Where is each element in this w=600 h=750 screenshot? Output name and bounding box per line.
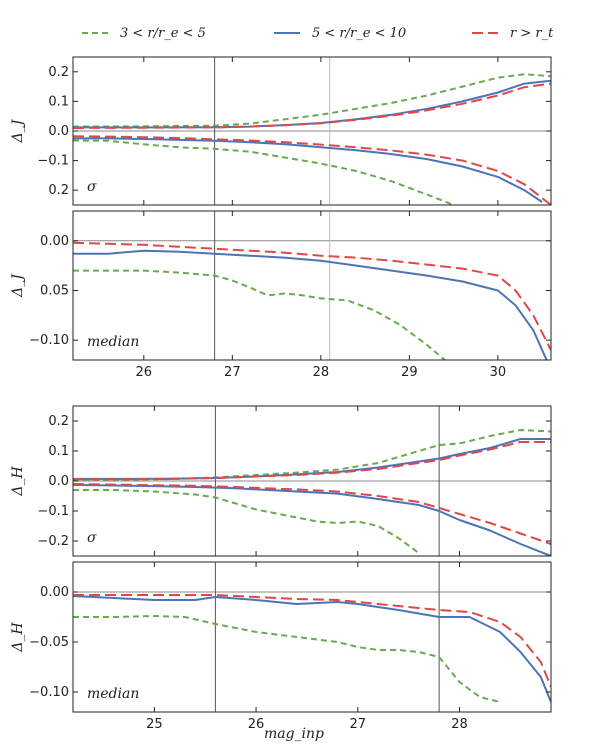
xtick-label: 26 (248, 717, 265, 732)
series-line-blue (73, 483, 551, 556)
panel-frame (72, 561, 552, 713)
ytick-label: −0.10 (29, 685, 69, 700)
xtick-label: 27 (224, 365, 241, 380)
series-line-red (73, 483, 551, 545)
panel-note: σ (87, 530, 97, 546)
ytick-label: 0.2 (48, 414, 69, 429)
ytick-label: −0.2 (37, 534, 69, 549)
series-line-blue (73, 137, 543, 203)
ytick-label: 0.0 (48, 124, 69, 139)
series-group (73, 429, 551, 556)
legend-label: 3 < r/r_e < 5 (120, 26, 206, 41)
xtick-label: 26 (136, 365, 153, 380)
series-line-green (73, 269, 446, 360)
ytick-label: −0.1 (37, 154, 69, 169)
legend: 3 < r/r_e < 5 5 < r/r_e < 10 r > r_t (82, 26, 554, 41)
panel-note: median (87, 334, 139, 350)
panel-bottom-sigma: 0.2 0.1 0.0 −0.1 −0.2 Δ_H σ (10, 405, 552, 557)
series-line-green (73, 139, 454, 205)
ytick-label: −0.05 (29, 635, 69, 650)
series-group (73, 241, 551, 360)
ytick-label: 0.2 (48, 65, 69, 80)
panel-frame (72, 210, 552, 361)
ytick-label: 0.00 (40, 234, 69, 249)
xtick-label: 25 (146, 717, 163, 732)
series-line-red (73, 594, 551, 688)
ytick-label: 0.05 (40, 283, 69, 298)
ytick-label: −0.10 (29, 333, 69, 348)
panel-top-sigma: 0.2 0.1 0.0 −0.1 0.2 Δ_J σ (10, 56, 552, 206)
series-line-blue (73, 79, 551, 129)
series-line-red (73, 82, 551, 129)
series-group (73, 594, 551, 703)
legend-item: 3 < r/r_e < 5 (82, 26, 206, 41)
xtick-label: 29 (401, 365, 418, 380)
legend-label: 5 < r/r_e < 10 (312, 26, 406, 41)
legend-item: r > r_t (472, 26, 554, 41)
series-line-green (73, 429, 551, 481)
series-line-red (73, 135, 551, 205)
ytick-label: 0.1 (48, 444, 69, 459)
xtick-label: 30 (490, 365, 507, 380)
ylabel: Δ_H (10, 466, 26, 497)
series-line-blue (73, 438, 551, 480)
ytick-label: 0.1 (48, 94, 69, 109)
ytick-label: 0.00 (40, 585, 69, 600)
legend-label: r > r_t (510, 26, 554, 41)
series-line-green (73, 73, 551, 128)
panel-note: median (87, 686, 139, 702)
ytick-label: −0.1 (37, 504, 69, 519)
xlabel: mag_inp (264, 726, 324, 742)
ylabel: Δ_H (10, 622, 26, 653)
panel-note: σ (87, 179, 97, 195)
ylabel: Δ_J (10, 118, 26, 143)
xtick-label: 28 (313, 365, 330, 380)
series-line-green (73, 615, 501, 703)
ylabel: Δ_J (10, 273, 26, 298)
series-line-red (73, 241, 551, 351)
ytick-label: 0.2 (48, 183, 69, 198)
legend-item: 5 < r/r_e < 10 (274, 26, 406, 41)
xtick-label: 28 (451, 717, 468, 732)
xtick-label: 27 (349, 717, 366, 732)
series-line-blue (73, 595, 551, 703)
series-line-green (73, 489, 420, 554)
ytick-label: 0.0 (48, 474, 69, 489)
series-group (73, 73, 551, 205)
series-line-blue (73, 249, 548, 360)
